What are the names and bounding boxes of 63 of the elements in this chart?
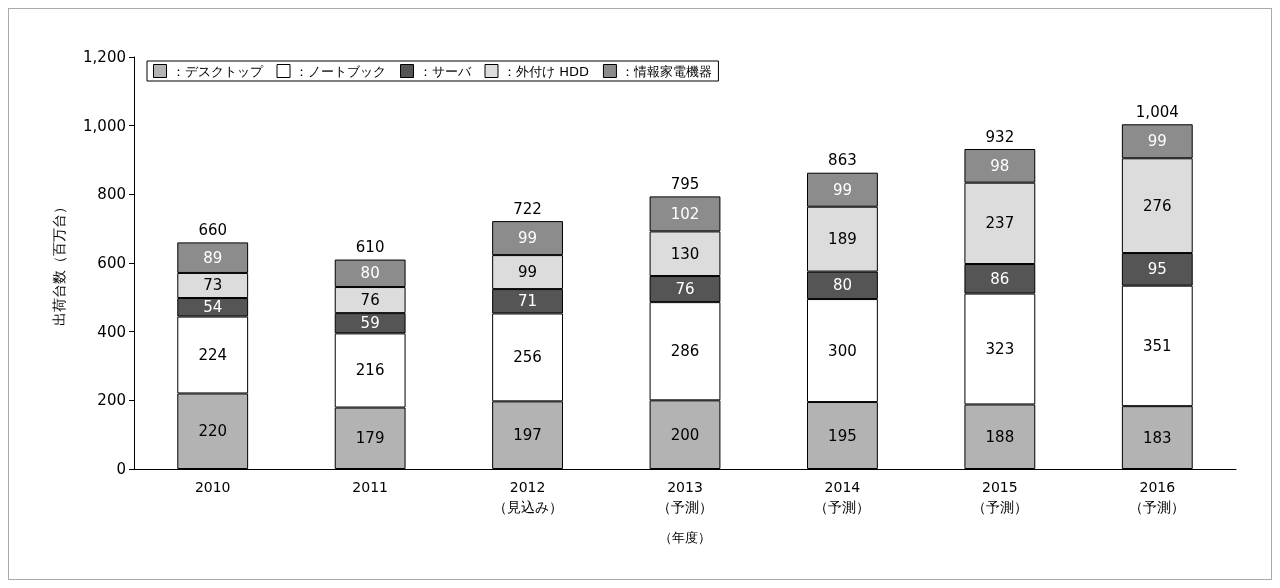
data-label: 130 bbox=[670, 244, 700, 263]
data-label: 300 bbox=[828, 341, 857, 360]
data-label: 323 bbox=[985, 340, 1015, 359]
data-label: 197 bbox=[513, 426, 542, 445]
total-label: 1,004 bbox=[1135, 102, 1179, 121]
data-label: 216 bbox=[355, 361, 385, 380]
y-tick-label: 1,200 bbox=[83, 48, 126, 66]
y-tick-label: 600 bbox=[97, 254, 126, 272]
x-tick-label: 2014 （予測） bbox=[814, 479, 871, 515]
data-label: 224 bbox=[198, 346, 228, 365]
data-label: 95 bbox=[1147, 260, 1167, 279]
data-label: 86 bbox=[990, 269, 1010, 288]
data-label: 80 bbox=[832, 276, 852, 295]
data-label: 98 bbox=[990, 156, 1010, 175]
data-label: 76 bbox=[675, 280, 695, 299]
data-label: 351 bbox=[1142, 336, 1172, 355]
legend-label: ：外付け HDD bbox=[503, 63, 589, 79]
y-tick-label: 200 bbox=[97, 391, 126, 410]
data-label: 73 bbox=[203, 276, 223, 295]
y-tick-label: 400 bbox=[97, 322, 126, 341]
legend-label: ：サーバ bbox=[418, 63, 472, 79]
data-label: 195 bbox=[828, 426, 857, 445]
data-label: 188 bbox=[985, 427, 1015, 446]
total-label: 610 bbox=[355, 238, 385, 257]
total-label: 722 bbox=[513, 199, 542, 218]
x-axis-title: （年度） bbox=[659, 530, 711, 545]
data-label: 76 bbox=[360, 291, 380, 310]
data-label: 102 bbox=[670, 204, 700, 223]
x-tick-label: 2013 （予測） bbox=[657, 479, 713, 515]
y-tick-label: 1,000 bbox=[83, 116, 126, 135]
data-label: 237 bbox=[985, 214, 1015, 233]
data-label: 286 bbox=[670, 342, 700, 361]
data-label: 71 bbox=[518, 292, 538, 311]
legend-label: ：ノートブック bbox=[295, 63, 386, 79]
data-label: 99 bbox=[518, 263, 538, 282]
y-tick-label: 0 bbox=[116, 460, 126, 478]
data-label: 89 bbox=[203, 248, 223, 267]
x-tick-label: 2012 （見込み） bbox=[492, 479, 563, 515]
legend-label: ：情報家電機器 bbox=[621, 63, 713, 79]
data-label: 256 bbox=[513, 348, 542, 367]
data-label: 179 bbox=[355, 429, 385, 448]
y-tick-label: 800 bbox=[97, 185, 126, 204]
data-label: 80 bbox=[360, 264, 380, 283]
total-label: 932 bbox=[985, 127, 1015, 146]
x-tick-label: 2016 （予測） bbox=[1129, 479, 1186, 515]
data-label: 189 bbox=[828, 230, 857, 249]
total-label: 863 bbox=[828, 151, 857, 170]
x-tick-label: 2010 bbox=[194, 479, 231, 495]
total-label: 795 bbox=[670, 174, 700, 193]
data-label: 54 bbox=[203, 298, 223, 317]
total-label: 660 bbox=[198, 220, 228, 239]
y-axis-title: 出荷台数（百万台） bbox=[51, 200, 67, 326]
data-label: 276 bbox=[1142, 196, 1172, 215]
legend-label: ：デスクトップ bbox=[171, 63, 264, 79]
data-label: 99 bbox=[518, 229, 538, 248]
data-label: 59 bbox=[360, 314, 380, 333]
x-tick-label: 2011 bbox=[352, 479, 388, 495]
data-label: 183 bbox=[1142, 428, 1172, 447]
data-label: 200 bbox=[670, 425, 700, 444]
data-label: 99 bbox=[1147, 132, 1167, 151]
data-label: 99 bbox=[832, 180, 852, 199]
data-label: 220 bbox=[198, 422, 228, 441]
x-tick-label: 2015 （予測） bbox=[971, 479, 1028, 515]
